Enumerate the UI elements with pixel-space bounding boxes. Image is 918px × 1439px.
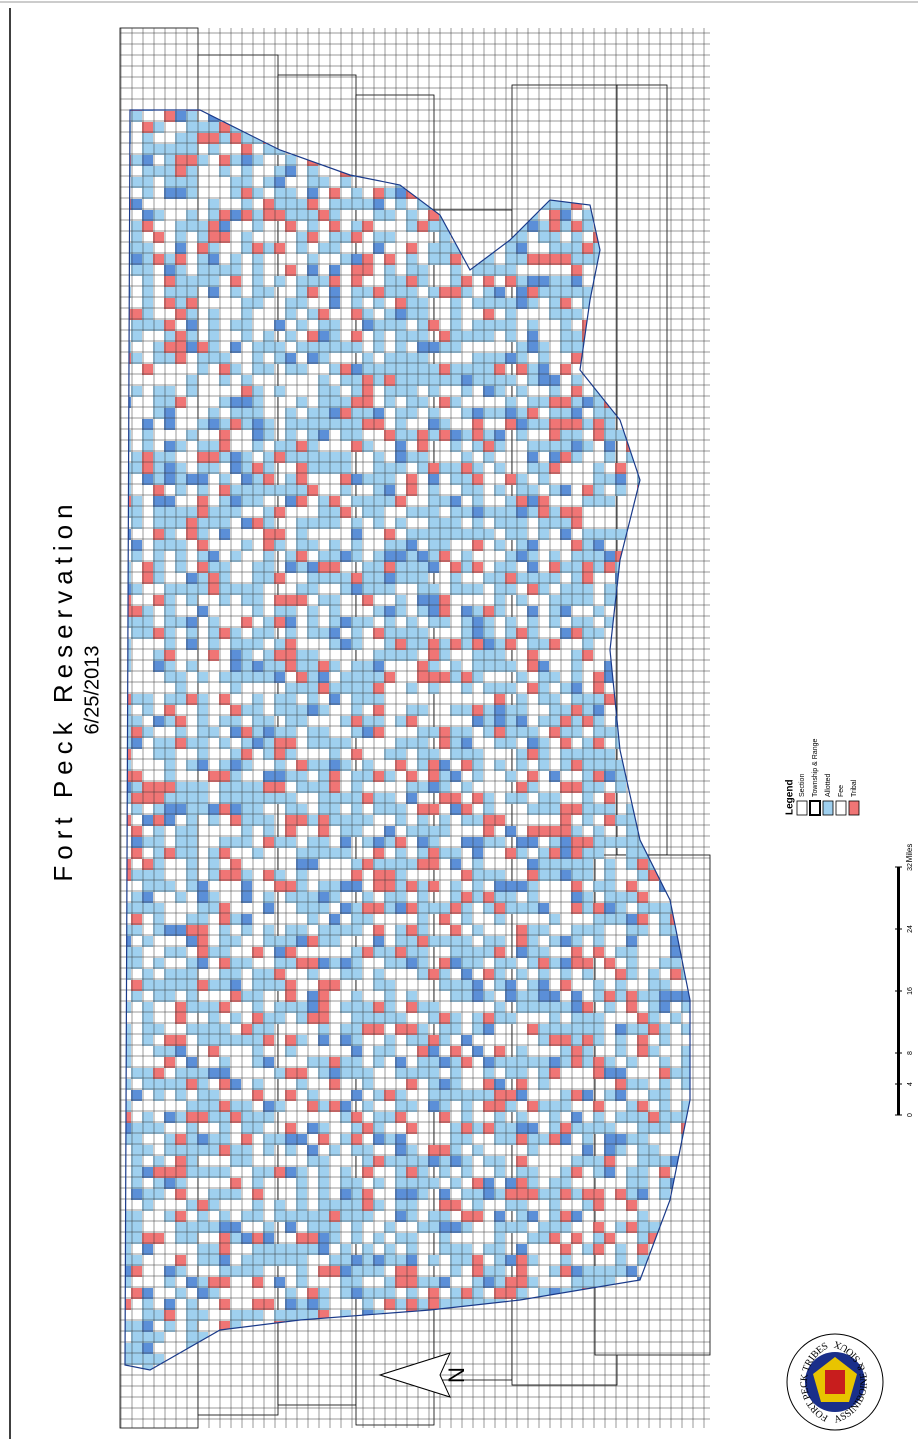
scale-unit: Miles: [905, 844, 914, 863]
legend-label: Fee: [838, 785, 845, 797]
map-date: 6/25/2013: [81, 646, 103, 735]
scale-bar: 0 4 8 16 24 32Miles: [895, 844, 914, 1117]
legend-swatch: [849, 801, 859, 815]
legend-swatch: [836, 801, 846, 815]
legend-swatch: [823, 801, 833, 815]
legend-label: Township & Range: [812, 739, 819, 797]
legend-label: Section: [799, 774, 806, 797]
scale-tick-label: 4: [907, 1082, 914, 1086]
scale-tick-label: 24: [907, 925, 914, 933]
legend-label: Allotted: [825, 774, 832, 797]
legend-swatch: [797, 801, 807, 815]
legend-label: Tribal: [851, 779, 858, 797]
legend-title: Legend: [785, 779, 796, 815]
legend: Legend Section Township & Range Allotted Fe…: [785, 739, 859, 815]
section-grid: [120, 28, 710, 1428]
map-title: Fort Peck Reservation: [48, 498, 78, 881]
scale-tick-label: 8: [907, 1051, 914, 1055]
scale-tick-label: 16: [907, 987, 914, 995]
legend-swatch: [810, 801, 820, 815]
scale-tick-label: 32: [907, 863, 914, 871]
north-label: N: [444, 1367, 469, 1383]
tribal-logo: FORT PECK TRIBES ASSINIBOINE & SIOUX: [787, 1334, 883, 1430]
scale-tick-label: 0: [907, 1113, 914, 1117]
title-group: Fort Peck Reservation 6/25/2013: [48, 498, 103, 881]
